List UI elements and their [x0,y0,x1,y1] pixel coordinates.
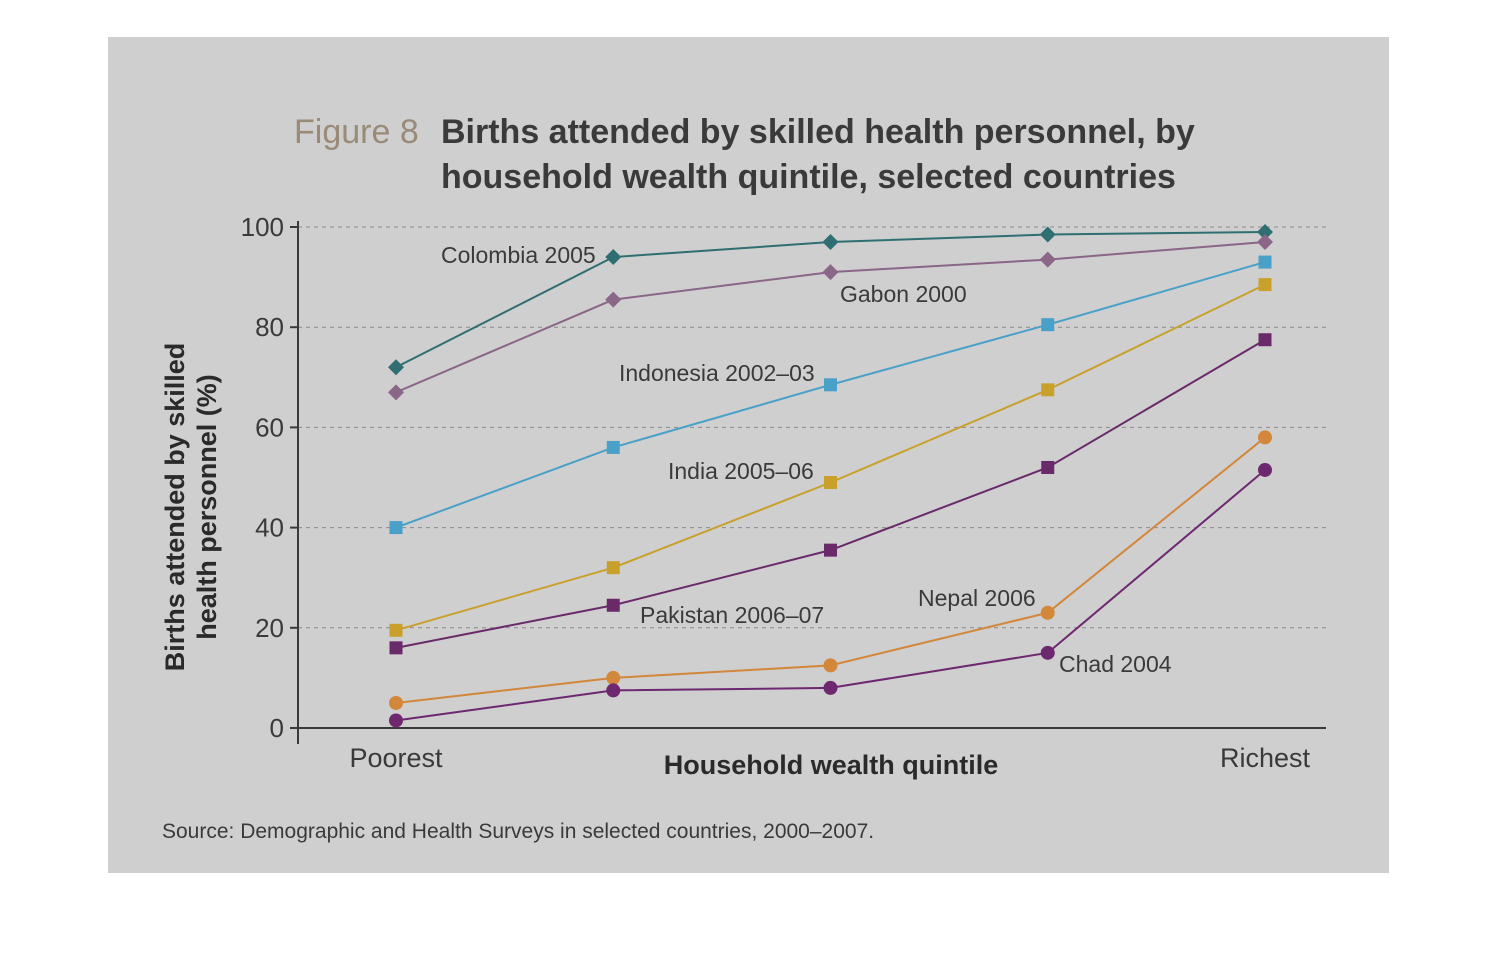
y-axis-title-line1: Births attended by skilled [160,343,190,672]
data-point [388,384,404,401]
series-group [388,224,1273,376]
gridlines [298,226,1326,629]
y-tick-label: 0 [270,713,284,743]
x-tick-label: Poorest [349,743,443,773]
data-point [606,440,620,454]
line-chart: Figure 8 Births attended by skilled heal… [160,113,1326,843]
x-axis-title: Household wealth quintile [664,750,999,780]
y-tick-label: 40 [255,513,284,543]
data-point [1039,251,1056,268]
source-note: Source: Demographic and Health Surveys i… [162,820,874,843]
data-point [389,623,403,637]
axes [290,221,1326,744]
x-tick-label: Richest [1220,743,1311,773]
y-tick-label: 60 [255,412,284,442]
series-group [389,278,1272,637]
data-point [1041,318,1055,332]
chart-title-line1: Births attended by skilled health person… [441,113,1195,151]
series-label: Chad 2004 [1059,651,1172,677]
series-label: Pakistan 2006–07 [640,602,824,628]
chart-panel: Figure 8 Births attended by skilled heal… [108,37,1389,873]
series-labels: Colombia 2005 Gabon 2000 Indonesia 2002–03… [441,242,1172,677]
data-point [389,713,403,728]
data-point [389,641,403,655]
data-point [1258,430,1272,445]
data-point [822,234,839,251]
series-group [389,462,1272,728]
y-tick-label: 80 [255,312,284,342]
chart-title-line2: household wealth quintile, selected coun… [441,158,1176,196]
series-group [389,333,1272,655]
data-point [388,359,404,376]
data-point [389,695,403,710]
series-label: Colombia 2005 [441,242,596,268]
series-label: India 2005–06 [668,458,814,484]
x-tick-labels: Poorest Richest [349,743,1310,773]
data-point [1041,460,1055,474]
y-tick-label: 20 [255,613,284,643]
data-point [606,670,621,685]
data-point [824,543,837,557]
data-point [605,291,622,308]
data-point [824,378,837,392]
data-point [1257,234,1273,251]
data-point [1258,333,1272,347]
data-point [1040,645,1055,660]
y-tick-labels: 0 20 40 60 80 100 [241,212,284,743]
data-point [824,476,837,490]
series-label: Gabon 2000 [840,281,967,307]
series [388,224,1273,728]
series-group [389,255,1272,535]
data-point [823,680,838,695]
y-axis-title: Births attended by skilled health person… [160,343,222,672]
data-point [1258,462,1272,477]
data-point [1258,255,1272,269]
series-group [389,430,1272,710]
y-axis-title-line2: health personnel (%) [192,374,222,640]
data-point [1041,383,1055,397]
data-point [389,521,403,535]
figure-number: Figure 8 [294,113,419,151]
data-point [822,264,839,281]
data-point [1039,226,1056,243]
data-point [606,683,621,698]
data-point [1258,278,1272,292]
series-group [388,234,1273,401]
data-point [823,658,838,673]
data-point [606,598,620,612]
y-tick-label: 100 [241,212,284,242]
data-point [1257,224,1273,241]
series-label: Indonesia 2002–03 [619,360,815,386]
series-label: Nepal 2006 [918,585,1036,611]
data-point [605,249,622,266]
data-point [1040,605,1055,620]
data-point [606,561,620,575]
